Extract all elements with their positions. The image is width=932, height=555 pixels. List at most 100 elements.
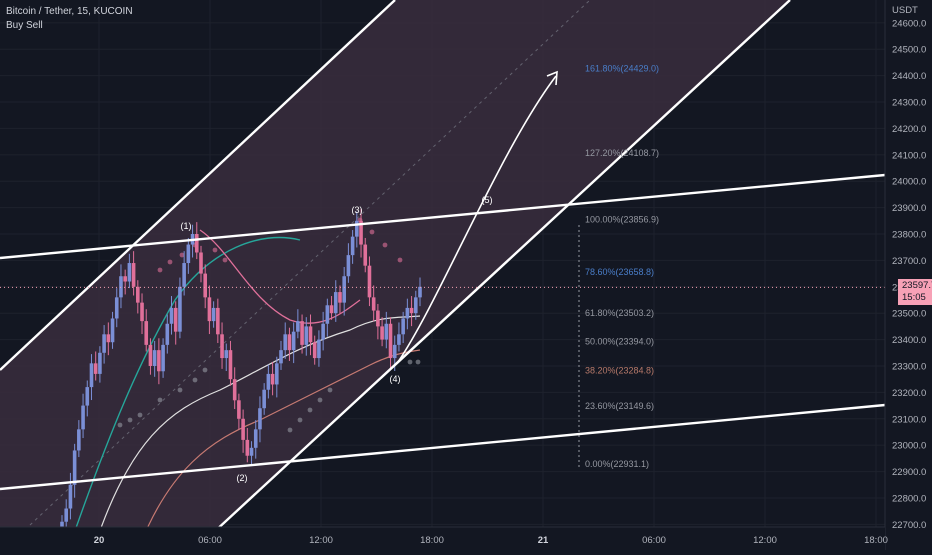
candle-body	[186, 244, 191, 264]
candle-body	[123, 276, 127, 282]
candle-body	[241, 418, 245, 440]
candle-body	[89, 363, 94, 388]
fib-level-label: 23.60%(23149.6)	[585, 401, 654, 411]
candle-body	[148, 344, 153, 366]
candle-body	[169, 307, 174, 324]
candle-body	[253, 429, 258, 448]
candle-body	[401, 318, 405, 335]
projection-arrow-line	[397, 75, 557, 363]
candle-body	[359, 220, 363, 245]
candle-body	[207, 297, 212, 322]
price-tick-label: 24500.0	[892, 45, 926, 56]
price-tick-label: 23200.0	[892, 388, 926, 399]
signal-dot	[287, 427, 293, 433]
time-tick-label: 20	[94, 535, 105, 546]
candle-body	[72, 450, 77, 485]
candle-body	[228, 350, 233, 380]
price-tick-label: 22800.0	[892, 493, 926, 504]
fib-level-label: 61.80%(23503.2)	[585, 308, 654, 318]
last-price-value: 23597.7	[902, 280, 932, 292]
signal-dot	[397, 257, 403, 263]
candle-body	[342, 276, 346, 303]
time-axis-bg	[0, 527, 885, 550]
channel-upper-line	[0, 0, 396, 371]
candle-body	[355, 220, 359, 237]
candle-body	[350, 236, 355, 256]
candle-body	[304, 326, 309, 345]
candle-body	[333, 292, 338, 314]
ma-line-mid	[94, 315, 421, 546]
candle-body	[232, 379, 237, 401]
price-tick-label: 24000.0	[892, 177, 926, 188]
symbol-title[interactable]: Bitcoin / Tether, 15, KUCOIN	[6, 6, 133, 17]
signal-dot	[369, 229, 375, 235]
candle-body	[329, 305, 334, 314]
candle-body	[376, 310, 380, 327]
candle-body	[275, 363, 279, 385]
signal-dot	[307, 407, 313, 413]
fib-level-label: 127.20%(24108.7)	[585, 148, 659, 158]
candle-body	[367, 265, 372, 298]
signal-dot	[382, 242, 388, 248]
candle-body	[258, 408, 262, 430]
last-price-tag: 23597.7 15:05	[898, 279, 932, 306]
signal-dot	[212, 247, 218, 253]
candle-body	[413, 297, 418, 314]
fib-level-label: 78.60%(23658.8)	[585, 267, 654, 277]
candle-body	[199, 252, 203, 274]
price-tick-label: 23300.0	[892, 361, 926, 372]
candle-body	[106, 334, 111, 343]
candle-body	[287, 334, 292, 351]
fib-level-label: 38.20%(23284.8)	[585, 365, 654, 375]
price-tick-label: 23700.0	[892, 256, 926, 267]
candle-body	[291, 331, 296, 351]
price-axis-currency: USDT	[892, 5, 918, 16]
projection-arrow-head	[546, 70, 558, 86]
signal-dot	[157, 397, 163, 403]
candle-body	[114, 297, 119, 319]
time-tick-label: 18:00	[864, 535, 888, 546]
candle-body	[178, 286, 182, 332]
candle-body	[380, 326, 384, 340]
time-tick-label: 21	[538, 535, 549, 546]
time-tick-label: 12:00	[309, 535, 333, 546]
indicator-label[interactable]: Buy Sell	[6, 20, 43, 31]
signal-dot	[137, 412, 143, 418]
candle-body	[119, 276, 123, 298]
wave-label: (3)	[352, 205, 363, 215]
candle-body	[388, 323, 393, 359]
price-tick-label: 22700.0	[892, 520, 926, 531]
candle-body	[152, 350, 157, 366]
signal-dot	[297, 417, 303, 423]
price-tick-label: 23500.0	[892, 309, 926, 320]
fib-level-label: 0.00%(22931.1)	[585, 459, 649, 469]
candle-body	[131, 263, 136, 287]
price-tick-label: 24300.0	[892, 98, 926, 109]
signal-dot	[177, 387, 183, 393]
price-tick-label: 24100.0	[892, 150, 926, 161]
wave-label: (2)	[237, 473, 248, 483]
candle-body	[211, 307, 216, 322]
ma-line-slow	[139, 349, 421, 546]
candle-body	[237, 400, 241, 419]
candle-body	[165, 323, 170, 345]
candle-body	[68, 484, 73, 509]
projection-dotted-line	[29, 0, 591, 526]
signal-dot	[415, 359, 421, 365]
time-tick-label: 06:00	[642, 535, 666, 546]
candle-body	[136, 286, 140, 303]
candle-body	[249, 447, 254, 456]
candle-body	[102, 334, 106, 353]
candle-body	[300, 321, 304, 345]
time-tick-label: 18:00	[420, 535, 444, 546]
candle-body	[262, 389, 266, 409]
price-tick-label: 23400.0	[892, 335, 926, 346]
candle-body	[317, 339, 321, 359]
candle-body	[77, 429, 81, 451]
candle-body	[312, 342, 317, 359]
candle-body	[64, 508, 69, 522]
candle-body	[397, 334, 401, 345]
time-tick-label: 06:00	[198, 535, 222, 546]
